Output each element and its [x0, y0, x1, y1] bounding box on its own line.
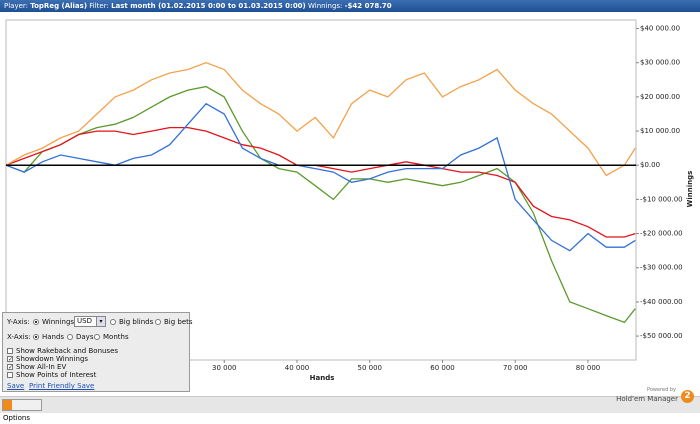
- label: X-Axis:: [7, 333, 31, 341]
- y-tick-label: $30 000.00: [640, 59, 680, 67]
- x-tick-label: 40 000: [285, 364, 310, 372]
- filter: Last month (01.02.2015 0:00 to 01.03.201…: [111, 2, 306, 10]
- label: Y-Axis:: [7, 318, 30, 326]
- button-label: Options: [3, 414, 31, 422]
- radio-label[interactable]: Winnings: [42, 318, 75, 326]
- checkbox-label[interactable]: Show Rakeback and Bonuses: [16, 347, 119, 355]
- x-tick-label: 60 000: [430, 364, 455, 372]
- save-link[interactable]: Save: [7, 382, 25, 390]
- radio-label[interactable]: Big blinds: [119, 318, 154, 326]
- radio-label[interactable]: Months: [103, 333, 129, 341]
- y-axis-title: Winnings: [686, 171, 694, 208]
- logo: Powered by Hold'em Manager 2: [616, 385, 698, 411]
- winnings: -$42 078.70: [344, 2, 392, 10]
- label: Player:: [4, 2, 29, 10]
- radio[interactable]: [155, 319, 161, 325]
- label: Filter:: [89, 2, 109, 10]
- radio[interactable]: [33, 319, 39, 325]
- x-tick-label: 30 000: [212, 364, 237, 372]
- y-tick-label: -$10 000.00: [640, 195, 683, 203]
- x-tick-label: 80 000: [576, 364, 601, 372]
- filter-bar: Player: TopReg (Alias) Filter: Last mont…: [0, 0, 700, 12]
- radio-label[interactable]: Hands: [42, 333, 65, 341]
- checkbox[interactable]: [7, 372, 13, 378]
- y-tick-label: -$20 000.00: [640, 230, 683, 238]
- checkbox[interactable]: [7, 348, 13, 354]
- brand: Hold'em Manager: [616, 395, 678, 403]
- y-tick-label: -$30 000.00: [640, 264, 683, 272]
- series-line: [5, 62, 636, 177]
- series-line: [5, 126, 636, 238]
- checkbox[interactable]: ✓: [7, 364, 14, 371]
- options-button[interactable]: Options: [2, 399, 42, 422]
- powered-by: Powered by: [647, 387, 676, 393]
- bottom-bar: Options: [0, 396, 700, 422]
- print-save-link[interactable]: Print Friendly Save: [29, 382, 95, 390]
- player: TopReg (Alias): [30, 2, 88, 10]
- radio[interactable]: [94, 334, 100, 340]
- chart: Hands Winnings $40 000.00 $30 000.00 $20 0…: [5, 19, 694, 382]
- y-tick-label: $0.00: [640, 161, 660, 169]
- label: Winnings:: [308, 2, 343, 10]
- options-panel: Y-Axis: Winnings USD ▾ Big blinds Big be…: [2, 312, 193, 392]
- y-tick-label: $10 000.00: [640, 127, 680, 135]
- y-tick-label: $40 000.00: [640, 25, 680, 33]
- radio[interactable]: [33, 334, 39, 340]
- y-tick-label: $20 000.00: [640, 93, 680, 101]
- radio[interactable]: [67, 334, 73, 340]
- version-badge: 2: [681, 390, 694, 403]
- dropdown-arrow[interactable]: ▾: [96, 316, 106, 327]
- x-axis-title: Hands: [310, 374, 335, 382]
- radio-label[interactable]: Days: [76, 333, 94, 341]
- checkbox-label[interactable]: Show All-In EV: [16, 363, 67, 371]
- series-line: [5, 85, 636, 324]
- checkbox-label[interactable]: Showdown Winnings: [16, 355, 89, 363]
- y-tick-label: -$40 000.00: [640, 298, 683, 306]
- y-tick-label: -$50 000.00: [640, 332, 683, 340]
- radio-label[interactable]: Big bets: [164, 318, 193, 326]
- radio[interactable]: [110, 319, 116, 325]
- select-value: USD: [77, 317, 92, 325]
- x-tick-label: 70 000: [503, 364, 528, 372]
- checkbox-label[interactable]: Show Points of Interest: [16, 371, 97, 379]
- checkbox[interactable]: ✓: [7, 356, 14, 363]
- x-tick-label: 50 000: [357, 364, 382, 372]
